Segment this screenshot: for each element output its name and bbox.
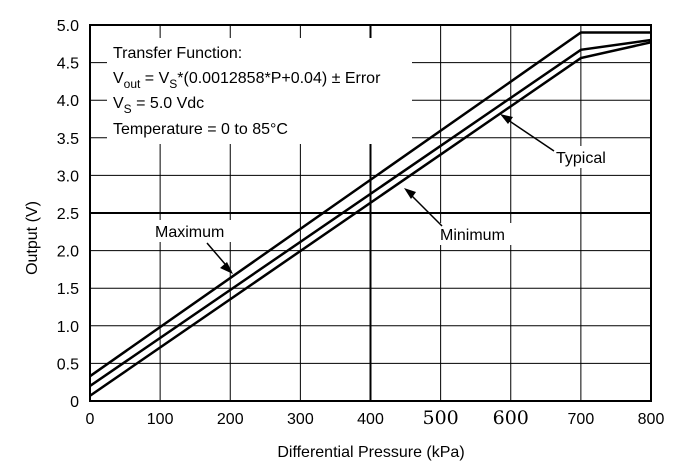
y-tick-labels: 0 0.5 1.0 1.5 2.0 2.5 3.0 3.5 4.0 4.5 5.0 [57,18,79,411]
annotation-line-2: Vout = VS*(0.0012858*P+0.04) ± Error [113,70,381,91]
arrow-typical [504,117,555,152]
label-typical: Typical [556,150,606,167]
x-tick-300: 300 [287,411,314,428]
annotation-box [107,38,412,144]
y-tick-2.0: 2.0 [57,244,79,261]
y-tick-4.0: 4.0 [57,93,79,110]
label-bg-minimum [436,223,514,245]
x-tick-600: 600 [493,407,529,429]
arrow-minimum-head [404,188,416,199]
arrow-minimum [407,191,443,227]
x-tick-labels: 0 100 200 300 400 500 600 700 800 [86,407,665,429]
label-minimum: Minimum [440,227,505,244]
y-axis-title: Output (V) [24,201,41,275]
plot-frame [89,24,652,402]
x-tick-0: 0 [86,411,95,428]
annotation-line-4: Temperature = 0 to 85°C [113,121,288,138]
x-tick-500: 500 [422,407,458,429]
x-tick-200: 200 [217,411,244,428]
x-tick-800: 800 [638,411,665,428]
y-tick-1.5: 1.5 [57,281,79,298]
y-tick-3.0: 3.0 [57,168,79,185]
y-tick-0.5: 0.5 [57,356,79,373]
x-tick-700: 700 [568,411,595,428]
y-tick-2.5: 2.5 [57,206,79,223]
label-bg-typical [552,146,614,168]
label-maximum: Maximum [155,224,224,241]
y-tick-0: 0 [70,394,79,411]
annotation-line-3: VS = 5.0 Vdc [113,95,204,116]
arrow-typical-head [500,114,513,124]
series-line-maximum [89,31,651,378]
x-axis-title: Differential Pressure (kPa) [277,444,464,461]
x-tick-400: 400 [357,411,384,428]
label-bg-maximum [151,220,231,242]
y-tick-5.0: 5.0 [57,18,79,35]
y-tick-1.0: 1.0 [57,319,79,336]
series-line-typical [89,38,652,387]
x-tick-100: 100 [147,411,174,428]
y-tick-3.5: 3.5 [57,131,79,148]
annotation-line-1: Transfer Function: [113,45,242,62]
y-tick-4.5: 4.5 [57,56,79,73]
arrow-maximum-head [220,262,233,274]
series-line-minimum [89,41,652,397]
series-group [89,31,652,397]
